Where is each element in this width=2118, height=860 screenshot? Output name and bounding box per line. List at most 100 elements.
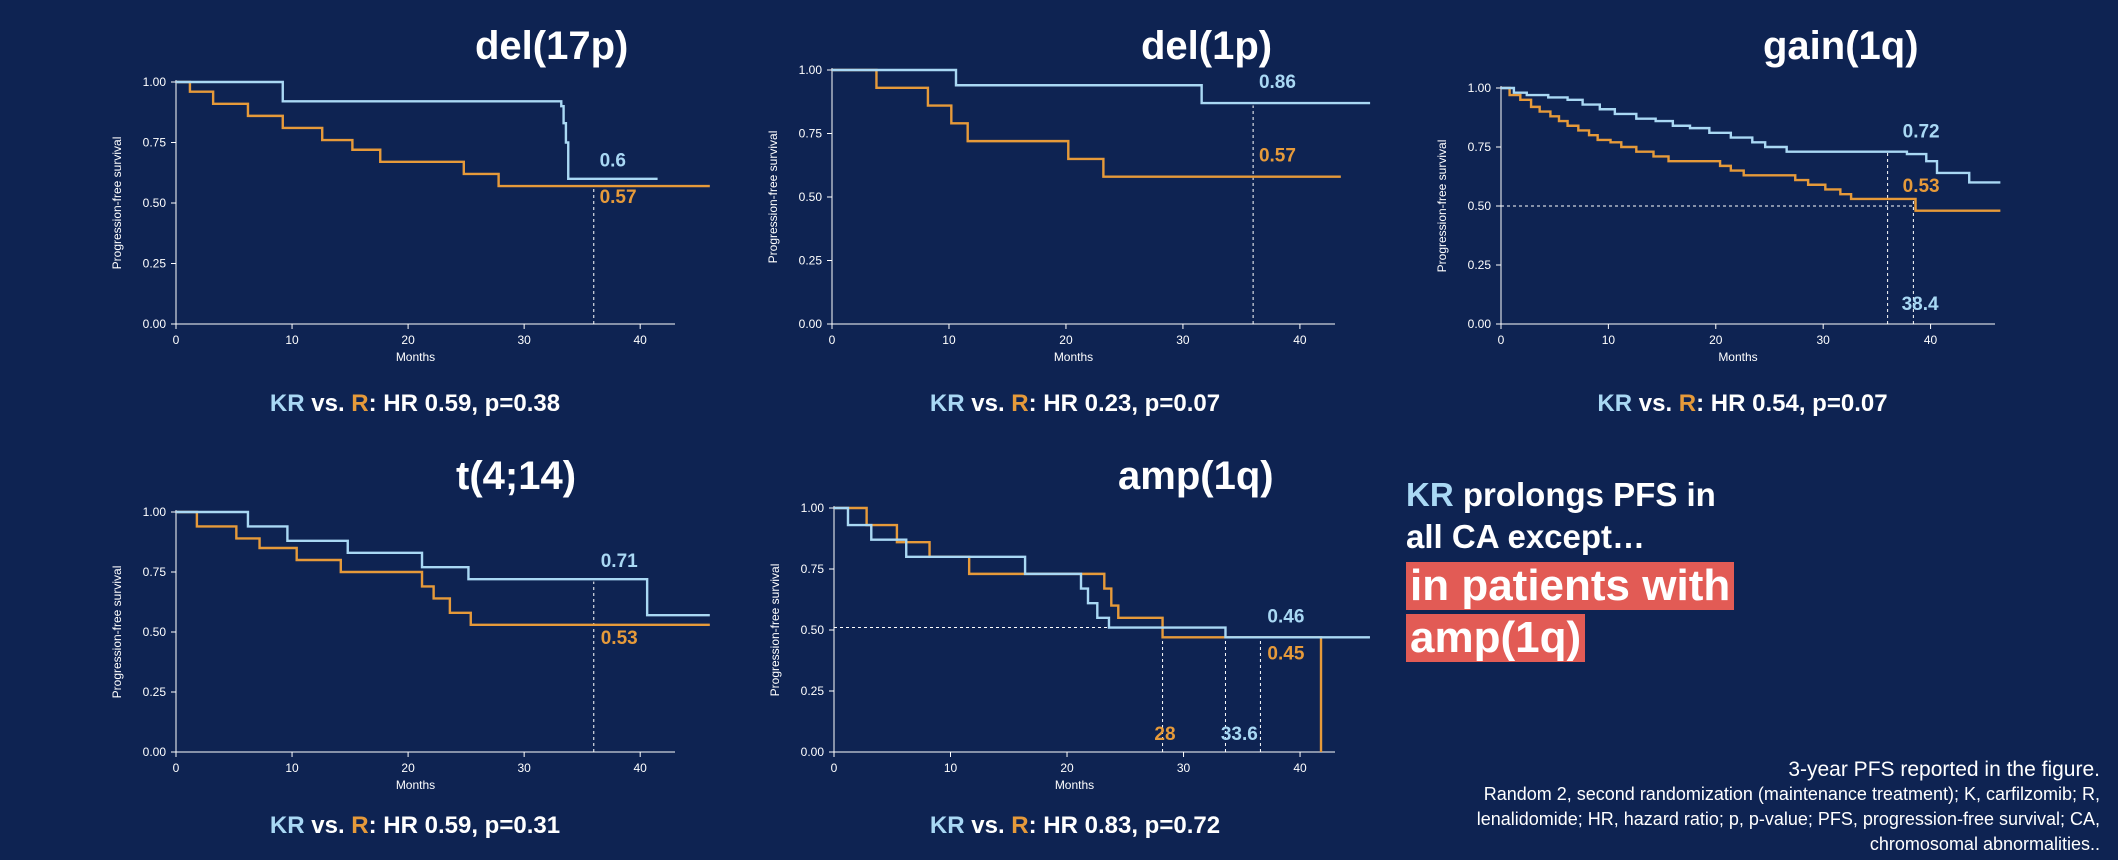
km-curve-kr: [1501, 86, 2001, 184]
x-tick-label: 10: [285, 333, 299, 347]
x-axis-label: Months: [1055, 778, 1094, 792]
x-tick-label: 10: [1602, 333, 1616, 347]
pfs-annotation: 0.53: [1903, 176, 1940, 197]
pfs-annotation: 28: [1154, 724, 1175, 745]
pfs-annotation: 38.4: [1902, 294, 1939, 315]
km-curve-r: [832, 68, 1341, 178]
x-tick-label: 20: [1059, 333, 1073, 347]
kr-label: KR: [269, 812, 305, 839]
chart-title: del(1p): [1141, 24, 1273, 68]
y-tick-label: 0.25: [143, 685, 167, 699]
x-axis-label: Months: [1054, 350, 1093, 364]
y-axis-label: Progression-free survival: [110, 566, 124, 699]
x-tick-label: 10: [944, 761, 958, 775]
y-tick-label: 0.75: [799, 127, 823, 141]
chart-panel-del1p: del(1p) 0 10 20 30 40 0.00 0.25 0.50 0.75 1.00 Mon…: [740, 20, 1371, 420]
vs-label: vs.: [1632, 390, 1679, 417]
kr-label: KR: [929, 390, 965, 417]
y-tick-label: 0.00: [799, 317, 823, 331]
y-axis-label: Progression-free survival: [768, 564, 782, 697]
y-tick-label: 0.00: [143, 745, 167, 759]
pfs-annotation: 0.6: [600, 151, 626, 172]
hr-summary: KR vs. R: HR 0.54, p=0.07: [1415, 390, 2015, 418]
km-curve-kr: [832, 68, 1371, 105]
pfs-annotation: 0.53: [601, 628, 638, 649]
vs-label: vs.: [304, 390, 352, 417]
x-axis-label: Months: [396, 778, 435, 792]
r-label: R: [1678, 390, 1697, 417]
x-tick-label: 20: [1060, 761, 1074, 775]
highlight-line-1: in patients with: [1406, 562, 1735, 610]
hr-summary: KR vs. R: HR 0.59, p=0.38: [80, 390, 690, 418]
km-plot: 0 10 20 30 40 0.00 0.25 0.50 0.75 1.00 Months Progr…: [768, 501, 1370, 792]
footnote-line-1: 3-year PFS reported in the figure.: [1788, 758, 2100, 781]
x-axis-label: Months: [396, 350, 435, 364]
y-tick-label: 0.75: [143, 565, 167, 579]
chart-panel-amp1q: amp(1q) 0 10 20 30 40 0.00 0.25 0.50 0.75 1.00 Mon…: [740, 450, 1370, 850]
km-plot: 0 10 20 30 40 0.00 0.25 0.50 0.75 1.00 Months Progr…: [110, 75, 710, 364]
footnote-line-2: Random 2, second randomization (maintena…: [1476, 784, 2100, 854]
pfs-annotation: 0.71: [601, 551, 638, 572]
y-tick-label: 1.00: [143, 505, 167, 519]
y-tick-label: 1.00: [1468, 81, 1492, 95]
x-tick-label: 0: [831, 761, 838, 775]
y-axis-label: Progression-free survival: [766, 131, 780, 264]
chart-panel-gain1q: gain(1q) 0 10 20 30 40 0.00 0.25 0.50 0.75 1.00 Mo…: [1415, 20, 2015, 420]
y-tick-label: 0.75: [1468, 140, 1492, 154]
x-tick-label: 40: [1924, 333, 1938, 347]
r-label: R: [351, 812, 369, 839]
y-tick-label: 0.50: [1468, 199, 1492, 213]
km-curve-kr: [176, 510, 710, 617]
pfs-annotation: 0.86: [1259, 72, 1296, 93]
hr-value: : HR 0.54, p=0.07: [1696, 390, 1888, 417]
pfs-annotation: 0.46: [1267, 607, 1304, 628]
key-message-line-1: KR prolongs PFS in: [1406, 474, 1806, 516]
y-tick-label: 1.00: [799, 63, 823, 77]
x-tick-label: 30: [517, 761, 531, 775]
y-tick-label: 0.25: [1468, 258, 1492, 272]
y-tick-label: 0.50: [143, 196, 167, 210]
hr-value: : HR 0.59, p=0.31: [368, 812, 561, 839]
chart-panel-t414: t(4;14) 0 10 20 30 40 0.00 0.25 0.50 0.75 1.00 Mon…: [80, 450, 710, 850]
pfs-annotation: 0.72: [1903, 122, 1940, 143]
y-tick-label: 0.50: [801, 623, 825, 637]
highlight-line-2: amp(1q): [1406, 614, 1586, 662]
chart-title: del(17p): [475, 24, 629, 68]
x-tick-label: 30: [1177, 761, 1191, 775]
y-tick-label: 0.75: [143, 136, 167, 150]
x-tick-label: 30: [1176, 333, 1190, 347]
hr-summary: KR vs. R: HR 0.23, p=0.07: [740, 390, 1350, 418]
x-tick-label: 30: [1816, 333, 1830, 347]
y-axis-label: Progression-free survival: [110, 137, 124, 270]
y-axis-label: Progression-free survival: [1435, 140, 1449, 273]
km-curve-r: [176, 80, 710, 188]
hr-value: : HR 0.83, p=0.72: [1028, 812, 1221, 839]
y-tick-label: 0.25: [143, 257, 167, 271]
x-tick-label: 0: [1498, 333, 1505, 347]
key-message-text: prolongs PFS in: [1453, 476, 1716, 513]
x-tick-label: 30: [517, 333, 531, 347]
y-tick-label: 0.00: [143, 317, 167, 331]
y-tick-label: 0.75: [801, 562, 825, 576]
pfs-annotation: 0.57: [1259, 145, 1296, 166]
y-tick-label: 0.25: [801, 684, 825, 698]
x-tick-label: 40: [1293, 761, 1307, 775]
x-tick-label: 20: [401, 333, 415, 347]
r-label: R: [1011, 812, 1029, 839]
chart-title: gain(1q): [1763, 24, 1919, 68]
km-curve-r: [834, 506, 1323, 752]
pfs-annotation: 0.45: [1267, 643, 1304, 664]
km-curve-r: [176, 510, 710, 626]
r-label: R: [1011, 390, 1029, 417]
hr-summary: KR vs. R: HR 0.83, p=0.72: [740, 812, 1350, 840]
r-label: R: [351, 390, 369, 417]
x-tick-label: 40: [634, 761, 648, 775]
km-curve-kr: [176, 80, 658, 180]
x-tick-label: 0: [173, 761, 180, 775]
chart-panel-del17p: del(17p) 0 10 20 30 40 0.00 0.25 0.50 0.75 1.00 Mo…: [80, 20, 710, 420]
pfs-annotation: 33.6: [1221, 724, 1258, 745]
kr-label: KR: [929, 812, 965, 839]
x-tick-label: 40: [1293, 333, 1307, 347]
vs-label: vs.: [964, 390, 1012, 417]
hr-value: : HR 0.59, p=0.38: [368, 390, 561, 417]
